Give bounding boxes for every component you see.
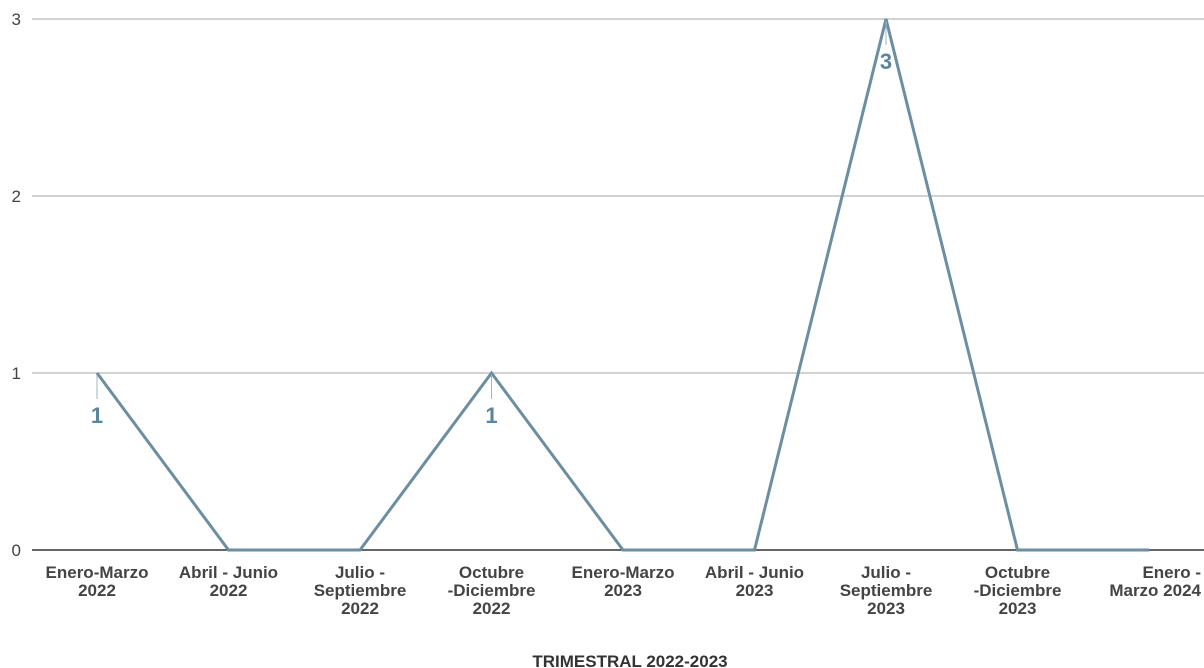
x-tick-label: Octubre -Diciembre 2023: [974, 563, 1062, 618]
y-tick-label: 3: [12, 10, 21, 29]
x-tick-label: Abril - Junio 2023: [705, 563, 804, 600]
data-label: 1: [485, 403, 497, 428]
gridlines: [32, 18, 1204, 374]
data-labels: 1 1 3: [89, 21, 894, 430]
x-axis-title: TRIMESTRAL 2022-2023: [532, 652, 727, 668]
x-tick-label: Enero-Marzo 2023: [572, 563, 675, 600]
x-axis-ticks: Enero-Marzo 2022 Abril - Junio 2022 Julio -S…: [46, 563, 1202, 618]
series-line: [95, 18, 1149, 552]
data-label: 3: [880, 49, 892, 74]
x-tick-label: Julio -Septiembre 2023: [840, 563, 933, 618]
y-tick-label: 2: [12, 187, 21, 206]
y-tick-label: 1: [12, 364, 21, 383]
x-tick-label: Julio -Septiembre 2022: [314, 563, 407, 618]
data-label: 1: [91, 403, 103, 428]
x-tick-label: Enero -Marzo 2024: [1109, 563, 1201, 600]
y-tick-label: 0: [12, 541, 21, 560]
x-tick-label: Octubre -Diciembre 2022: [448, 563, 536, 618]
x-tick-label: Abril - Junio 2022: [179, 563, 278, 600]
x-tick-label: Enero-Marzo 2022: [46, 563, 149, 600]
y-axis-ticks: 0 1 2 3: [12, 10, 21, 560]
